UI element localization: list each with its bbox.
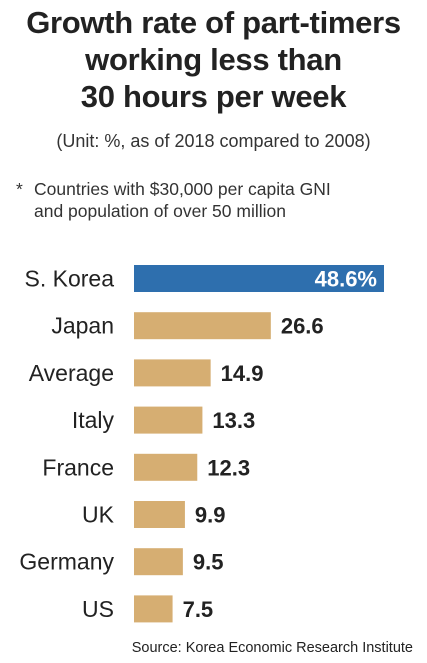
bar-s-korea xyxy=(134,265,384,292)
note-line-2: and population of over 50 million xyxy=(34,201,286,221)
bar-average xyxy=(134,359,211,387)
value-label-france: 12.3 xyxy=(207,455,250,480)
bar-japan xyxy=(134,312,271,340)
footnote: * Countries with $30,000 per capita GNI … xyxy=(16,178,331,222)
value-label-japan: 26.6 xyxy=(281,314,324,339)
category-label-germany: Germany xyxy=(19,549,114,575)
category-label-japan: Japan xyxy=(51,313,114,339)
value-label-s-korea: 48.6% xyxy=(315,267,377,292)
title-line-1: Growth rate of part-timers xyxy=(26,5,401,40)
bar-italy xyxy=(134,406,203,434)
category-label-s-korea: S. Korea xyxy=(25,266,115,292)
category-label-italy: Italy xyxy=(72,407,115,433)
value-label-us: 7.5 xyxy=(183,597,214,622)
value-label-average: 14.9 xyxy=(221,361,264,386)
value-label-italy: 13.3 xyxy=(212,408,255,433)
category-label-uk: UK xyxy=(82,502,115,528)
category-label-average: Average xyxy=(29,360,114,386)
value-label-germany: 9.5 xyxy=(193,550,224,575)
title-line-3: 30 hours per week xyxy=(80,79,347,114)
value-label-uk: 9.9 xyxy=(195,503,226,528)
category-label-france: France xyxy=(42,454,114,480)
bar-france xyxy=(134,453,198,481)
title-line-2: working less than xyxy=(85,42,342,77)
bar-germany xyxy=(134,548,183,576)
bar-us xyxy=(134,595,173,623)
asterisk: * xyxy=(16,179,23,199)
chart-title: Growth rate of part-timers working less … xyxy=(0,4,427,115)
source-credit: Source: Korea Economic Research Institut… xyxy=(131,640,413,656)
unit-subtitle: (Unit: %, as of 2018 compared to 2008) xyxy=(56,131,371,151)
bar-uk xyxy=(134,501,185,528)
category-label-us: US xyxy=(82,596,114,622)
note-line-1: Countries with $30,000 per capita GNI xyxy=(34,179,331,199)
